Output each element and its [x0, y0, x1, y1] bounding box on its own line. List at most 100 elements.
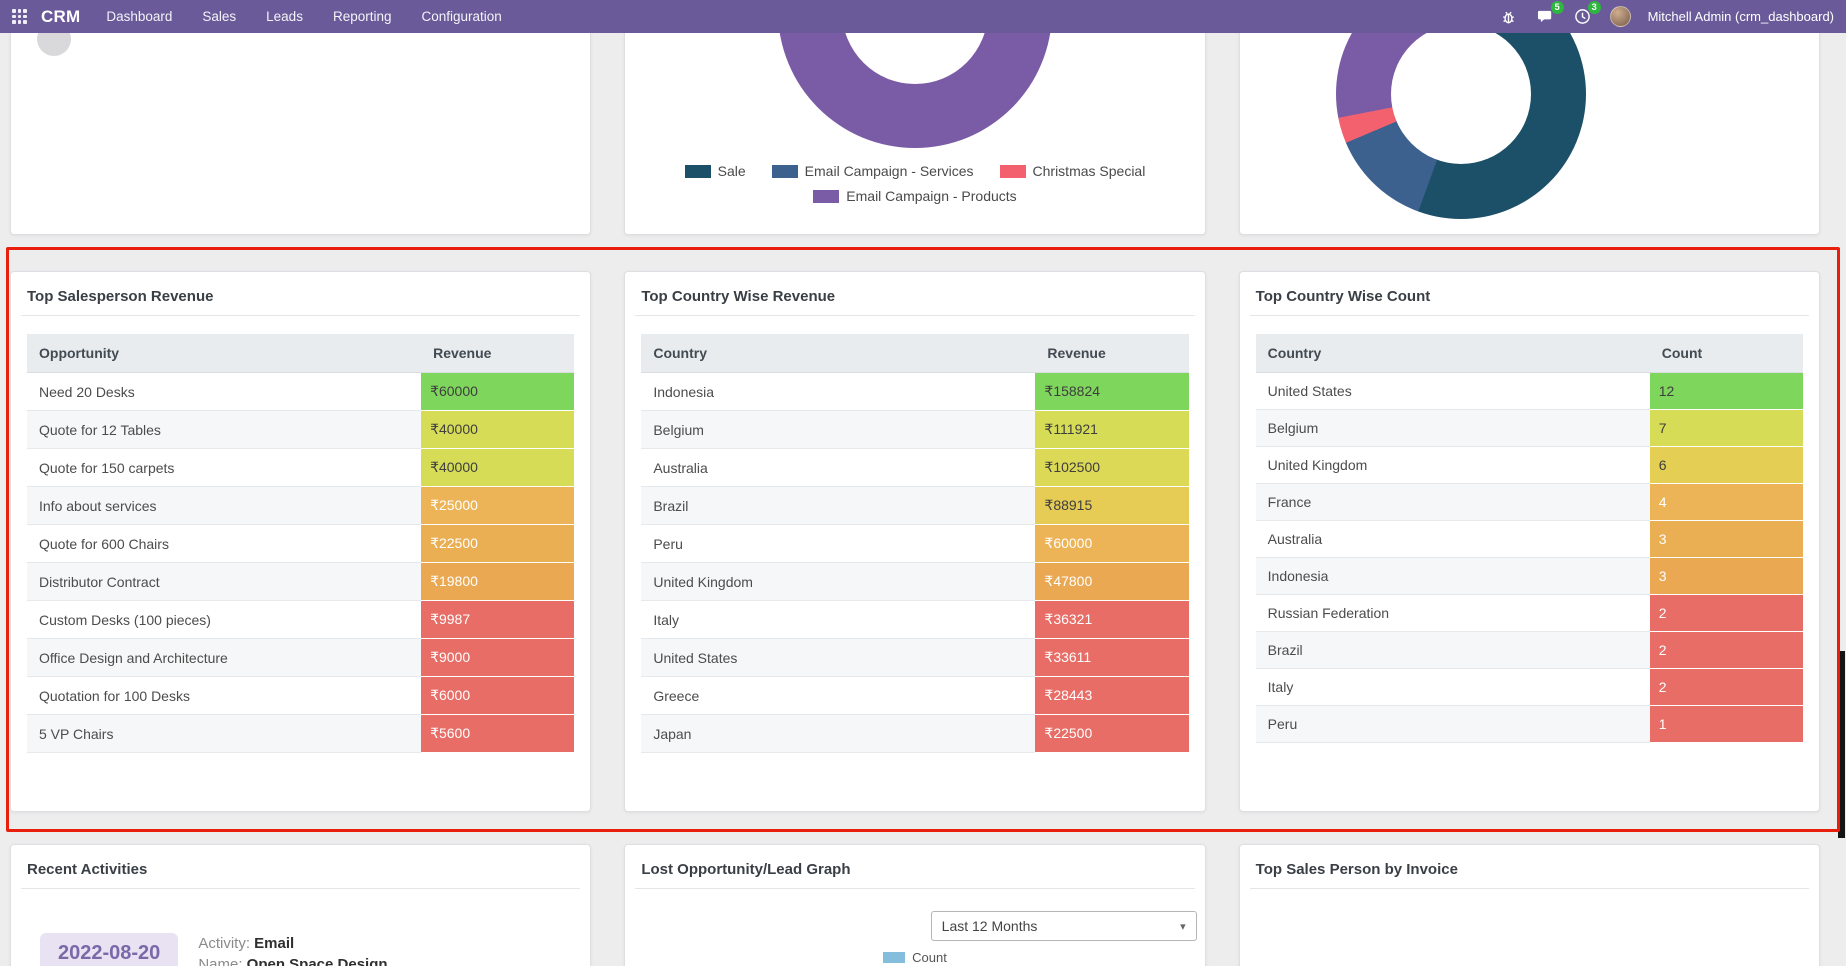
- table-row: Brazil ₹88915: [641, 486, 1189, 525]
- legend-label: Email Campaign - Services: [804, 163, 974, 179]
- row-value: ₹60000: [421, 372, 575, 411]
- ranking-tables-row: Top Salesperson Revenue Opportunity Reve…: [10, 271, 1820, 812]
- row-value: ₹111921: [1035, 410, 1189, 449]
- count-legend-swatch: [883, 952, 906, 963]
- menu-item-reporting[interactable]: Reporting: [332, 9, 392, 24]
- top-salesperson-invoice-card: Top Sales Person by Invoice: [1238, 844, 1820, 966]
- legend-item[interactable]: Email Campaign - Products: [813, 188, 1017, 204]
- campaign-legend: Sale Email Campaign - Services Christmas S…: [625, 163, 1204, 213]
- table-row: Distributor Contract ₹19800: [27, 562, 575, 601]
- top-country-revenue-table: Country Revenue Indonesia ₹158824 Belgium ₹…: [641, 334, 1189, 753]
- row-value: ₹60000: [1035, 524, 1189, 563]
- table-row: Brazil 2: [1255, 631, 1803, 669]
- user-menu[interactable]: Mitchell Admin (crm_dashboard): [1647, 9, 1834, 24]
- table-row: France 4: [1255, 483, 1803, 521]
- menu-item-configuration[interactable]: Configuration: [421, 9, 502, 24]
- table-row: Indonesia ₹158824: [641, 372, 1189, 411]
- row-value: ₹36321: [1035, 600, 1189, 639]
- table-row: 5 VP Chairs ₹5600: [27, 714, 575, 753]
- row-label: Brazil: [641, 486, 1036, 525]
- divider: [1249, 888, 1809, 889]
- column-header-country: Country: [641, 334, 1036, 373]
- row-value: 2: [1649, 594, 1803, 632]
- table-row: Office Design and Architecture ₹9000: [27, 638, 575, 677]
- row-label: Indonesia: [1255, 557, 1650, 595]
- card-title: Top Sales Person by Invoice: [1255, 861, 1458, 878]
- row-label: France: [1255, 483, 1650, 521]
- user-avatar[interactable]: [1609, 6, 1631, 27]
- column-header-count: Count: [1649, 334, 1803, 373]
- row-value: 6: [1649, 446, 1803, 484]
- table-row: Peru ₹60000: [641, 524, 1189, 563]
- legend-label: Sale: [717, 163, 746, 179]
- country-donut-card: [1238, 33, 1820, 235]
- app-brand[interactable]: CRM: [41, 6, 81, 26]
- table-row: Italy ₹36321: [641, 600, 1189, 639]
- activities-clock-icon[interactable]: 3: [1573, 1, 1601, 26]
- activity-label: Activity:: [198, 934, 250, 952]
- row-value: 4: [1649, 483, 1803, 521]
- messages-badge: 5: [1550, 1, 1564, 14]
- row-value: ₹47800: [1035, 562, 1189, 601]
- row-label: Peru: [641, 524, 1036, 563]
- chevron-down-icon: ▾: [1180, 920, 1186, 933]
- top-country-count-table: Country Count United States 12 Belgium 7 Uni…: [1255, 334, 1803, 743]
- column-header-revenue: Revenue: [1035, 334, 1189, 373]
- legend-label: Christmas Special: [1032, 163, 1146, 179]
- menu-item-dashboard[interactable]: Dashboard: [106, 9, 173, 24]
- row-label: Distributor Contract: [27, 562, 422, 601]
- campaign-donut-chart: [777, 33, 1052, 148]
- row-value: ₹40000: [421, 410, 575, 449]
- row-label: Australia: [641, 448, 1036, 487]
- name-label: Name:: [198, 955, 243, 966]
- row-value: ₹28443: [1035, 676, 1189, 715]
- row-label: Office Design and Architecture: [27, 638, 422, 677]
- table-row: Quote for 600 Chairs ₹22500: [27, 524, 575, 563]
- row-value: ₹102500: [1035, 448, 1189, 487]
- row-value: ₹40000: [421, 448, 575, 487]
- legend-item[interactable]: Email Campaign - Services: [771, 163, 974, 179]
- apps-grid-icon[interactable]: [12, 9, 27, 24]
- activity-value: Email: [254, 934, 295, 952]
- row-label: 5 VP Chairs: [27, 714, 422, 753]
- legend-swatch: [684, 164, 711, 178]
- row-label: Greece: [641, 676, 1036, 715]
- period-filter-select[interactable]: Last 12 Months ▾: [930, 911, 1197, 941]
- table-row: Indonesia 3: [1255, 557, 1803, 595]
- row-label: United States: [641, 638, 1036, 677]
- debug-bug-icon[interactable]: [1499, 7, 1519, 26]
- menu-item-leads[interactable]: Leads: [266, 9, 303, 24]
- row-value: 7: [1649, 409, 1803, 447]
- row-value: 2: [1649, 631, 1803, 669]
- row-label: Belgium: [641, 410, 1036, 449]
- row-label: Russian Federation: [1255, 594, 1650, 632]
- row-label: United States: [1255, 372, 1650, 410]
- cutoff-chart-circle: [37, 33, 71, 56]
- legend-item[interactable]: Christmas Special: [999, 163, 1146, 179]
- divider: [635, 888, 1195, 889]
- legend-swatch: [999, 164, 1026, 178]
- row-label: United Kingdom: [1255, 446, 1650, 484]
- divider: [21, 315, 581, 316]
- table-row: Japan ₹22500: [641, 714, 1189, 753]
- row-value: ₹25000: [421, 486, 575, 525]
- row-value: ₹22500: [421, 524, 575, 563]
- period-filter-value: Last 12 Months: [941, 918, 1038, 934]
- vertical-scrollbar-thumb[interactable]: [1838, 651, 1845, 838]
- card-title: Lost Opportunity/Lead Graph: [641, 861, 851, 878]
- lost-opportunity-graph-card: Lost Opportunity/Lead Graph Last 12 Mont…: [624, 844, 1206, 966]
- activities-badge: 3: [1587, 1, 1601, 14]
- count-legend-label: Count: [912, 950, 947, 965]
- table-row: Quote for 12 Tables ₹40000: [27, 410, 575, 449]
- messages-icon[interactable]: 5: [1536, 1, 1564, 26]
- count-legend-item[interactable]: Count: [625, 950, 1204, 965]
- activity-list-item[interactable]: 2022-08-20 Activity: Email Name: Open Sp…: [40, 933, 574, 966]
- row-label: Quotation for 100 Desks: [27, 676, 422, 715]
- legend-item[interactable]: Sale: [684, 163, 746, 179]
- top-country-count-card: Top Country Wise Count Country Count Uni…: [1238, 271, 1820, 812]
- country-donut-chart: [1336, 33, 1587, 219]
- menu-item-sales[interactable]: Sales: [202, 9, 237, 24]
- main-menu: Dashboard Sales Leads Reporting Configur…: [106, 9, 501, 24]
- table-row: Australia 3: [1255, 520, 1803, 558]
- row-label: Australia: [1255, 520, 1650, 558]
